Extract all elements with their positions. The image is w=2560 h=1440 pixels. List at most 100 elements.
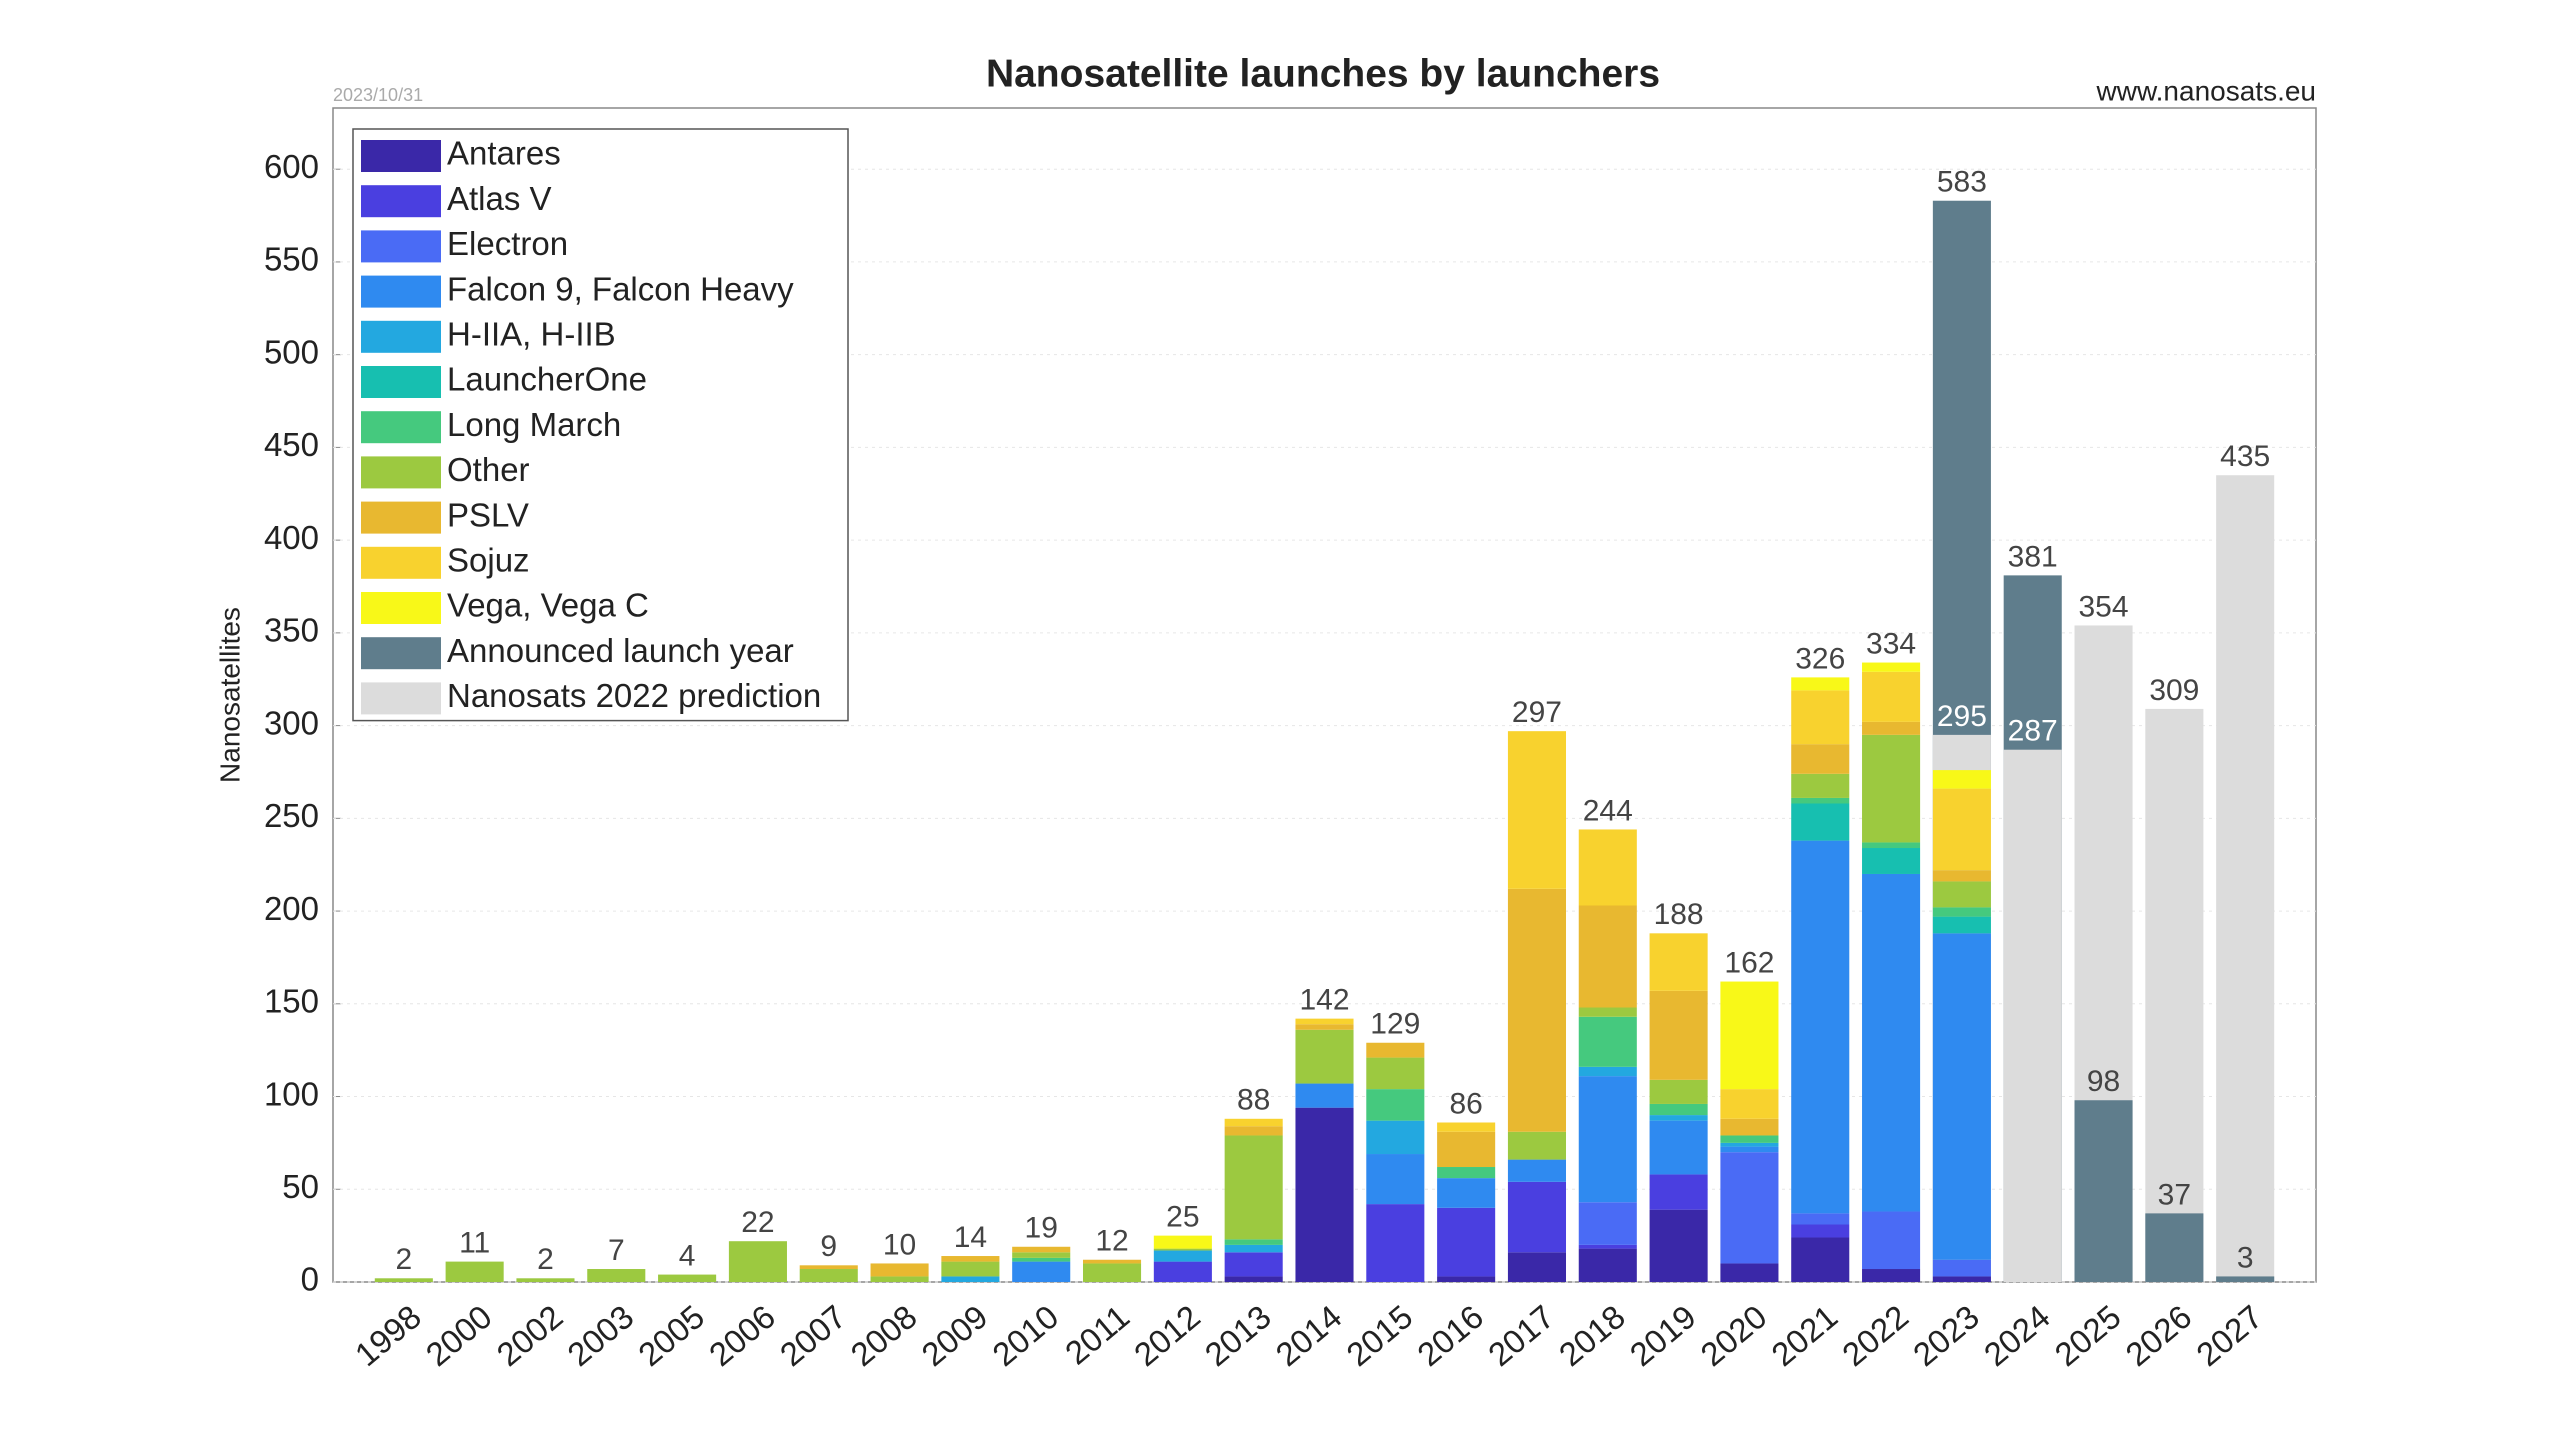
bar-segment bbox=[1862, 734, 1921, 843]
bar-segment bbox=[1153, 1235, 1212, 1249]
bar-segment bbox=[374, 1278, 433, 1282]
bar-segment bbox=[1578, 1202, 1637, 1245]
legend-swatch bbox=[361, 275, 441, 308]
bar-segment bbox=[1932, 1276, 1991, 1282]
bar-segment bbox=[2216, 475, 2275, 1282]
bar-segment bbox=[1224, 1244, 1283, 1253]
value-label: 354 bbox=[2079, 590, 2129, 623]
value-label: 3 bbox=[2237, 1241, 2254, 1274]
bar-segment bbox=[1720, 1142, 1779, 1147]
bar-segment bbox=[728, 1241, 787, 1282]
bar-segment bbox=[1720, 1146, 1779, 1153]
bar-segment bbox=[1578, 1248, 1637, 1282]
bar-segment bbox=[870, 1276, 929, 1282]
legend-swatch bbox=[361, 411, 441, 444]
bar-segment bbox=[1649, 1115, 1708, 1121]
bar-segment bbox=[1932, 788, 1991, 871]
legend-label: Announced launch year bbox=[447, 632, 794, 669]
bar-segment bbox=[1791, 840, 1850, 1214]
y-tick-label: 500 bbox=[264, 333, 319, 370]
date-label: 2023/10/31 bbox=[333, 85, 423, 105]
bar-segment bbox=[1862, 848, 1921, 874]
bar-segment bbox=[1295, 1083, 1354, 1108]
bar-segment bbox=[1437, 1207, 1496, 1277]
legend-label: Vega, Vega C bbox=[447, 587, 649, 624]
bar-segment bbox=[1578, 1016, 1637, 1067]
bar-segment bbox=[799, 1265, 858, 1270]
legend: Antares Atlas V Electron Falcon 9, Falcon H… bbox=[352, 128, 849, 722]
bar-segment bbox=[1649, 1120, 1708, 1175]
bar-segment bbox=[1366, 1042, 1425, 1058]
bar-segment bbox=[1082, 1263, 1142, 1282]
bar-segment bbox=[2216, 1276, 2275, 1282]
legend-swatch bbox=[361, 682, 441, 715]
bar-segment bbox=[1366, 1057, 1425, 1090]
y-tick-label: 250 bbox=[264, 797, 319, 834]
bar-segment bbox=[1720, 1152, 1779, 1264]
bar-segment bbox=[1578, 1007, 1637, 1017]
total-label: 129 bbox=[1370, 1008, 1420, 1041]
bar-segment bbox=[1720, 1118, 1779, 1136]
bar-segment bbox=[1649, 1079, 1708, 1104]
bar-segment bbox=[1366, 1204, 1425, 1282]
y-tick-label: 450 bbox=[264, 426, 319, 463]
legend-label: Falcon 9, Falcon Heavy bbox=[447, 270, 794, 307]
bar-segment bbox=[1862, 721, 1921, 735]
legend-swatch bbox=[361, 456, 441, 489]
total-label: 25 bbox=[1166, 1201, 1199, 1234]
bar-segment bbox=[1224, 1276, 1283, 1282]
bar-segment bbox=[658, 1274, 717, 1282]
value-label: 37 bbox=[2158, 1178, 2191, 1211]
bar-segment bbox=[1791, 1213, 1850, 1225]
bar-segment bbox=[1507, 1131, 1567, 1160]
bar-segment bbox=[1791, 797, 1850, 804]
bar-segment bbox=[1507, 1252, 1567, 1282]
total-label: 12 bbox=[1095, 1225, 1128, 1258]
legend-swatch bbox=[361, 637, 441, 670]
bar-segment bbox=[1932, 770, 1991, 789]
bar-segment bbox=[1578, 1066, 1637, 1077]
source-label: www.nanosats.eu bbox=[2096, 75, 2316, 106]
bar-segment bbox=[1932, 933, 1991, 1260]
bar-segment bbox=[1791, 690, 1850, 745]
total-label: 88 bbox=[1237, 1084, 1270, 1117]
y-tick-label: 600 bbox=[264, 148, 319, 185]
bar-segment bbox=[1649, 1209, 1708, 1282]
bar-segment bbox=[1791, 773, 1850, 798]
bar-segment bbox=[1153, 1250, 1212, 1262]
total-label: 326 bbox=[1795, 642, 1845, 675]
legend-swatch bbox=[361, 592, 441, 624]
bar-segment bbox=[1791, 1237, 1850, 1282]
bar-segment bbox=[941, 1261, 1000, 1277]
bar-segment bbox=[587, 1269, 646, 1282]
bar-segment bbox=[1862, 842, 1921, 849]
bar-segment bbox=[1507, 1181, 1567, 1253]
legend-label: Antares bbox=[447, 135, 561, 172]
bar-segment bbox=[1295, 1018, 1354, 1025]
legend-label: LauncherOne bbox=[447, 361, 647, 398]
bar-segment bbox=[516, 1278, 575, 1282]
bar-segment bbox=[1720, 1089, 1779, 1119]
bar-segment bbox=[1295, 1029, 1354, 1084]
bar-segment bbox=[1720, 1135, 1779, 1143]
total-label: 2 bbox=[395, 1243, 412, 1276]
legend-swatch bbox=[361, 366, 441, 398]
y-tick-label: 550 bbox=[264, 241, 319, 278]
bar-segment bbox=[1295, 1024, 1354, 1030]
bar-segment bbox=[1224, 1252, 1283, 1277]
y-tick-label: 150 bbox=[264, 983, 319, 1020]
bar-segment bbox=[1366, 1089, 1425, 1121]
total-label: 297 bbox=[1512, 696, 1562, 729]
y-tick-label: 0 bbox=[301, 1261, 319, 1298]
bar-segment bbox=[1295, 1107, 1354, 1282]
bar-segment bbox=[1437, 1276, 1496, 1282]
bar-segment bbox=[1224, 1126, 1283, 1136]
total-label: 188 bbox=[1654, 898, 1704, 931]
y-tick-label: 50 bbox=[282, 1168, 319, 1205]
bar-segment bbox=[1862, 1211, 1921, 1270]
total-label: 334 bbox=[1866, 627, 1916, 660]
legend-swatch bbox=[361, 546, 441, 579]
bar-segment bbox=[1862, 671, 1921, 722]
bar-segment bbox=[2145, 708, 2204, 1282]
